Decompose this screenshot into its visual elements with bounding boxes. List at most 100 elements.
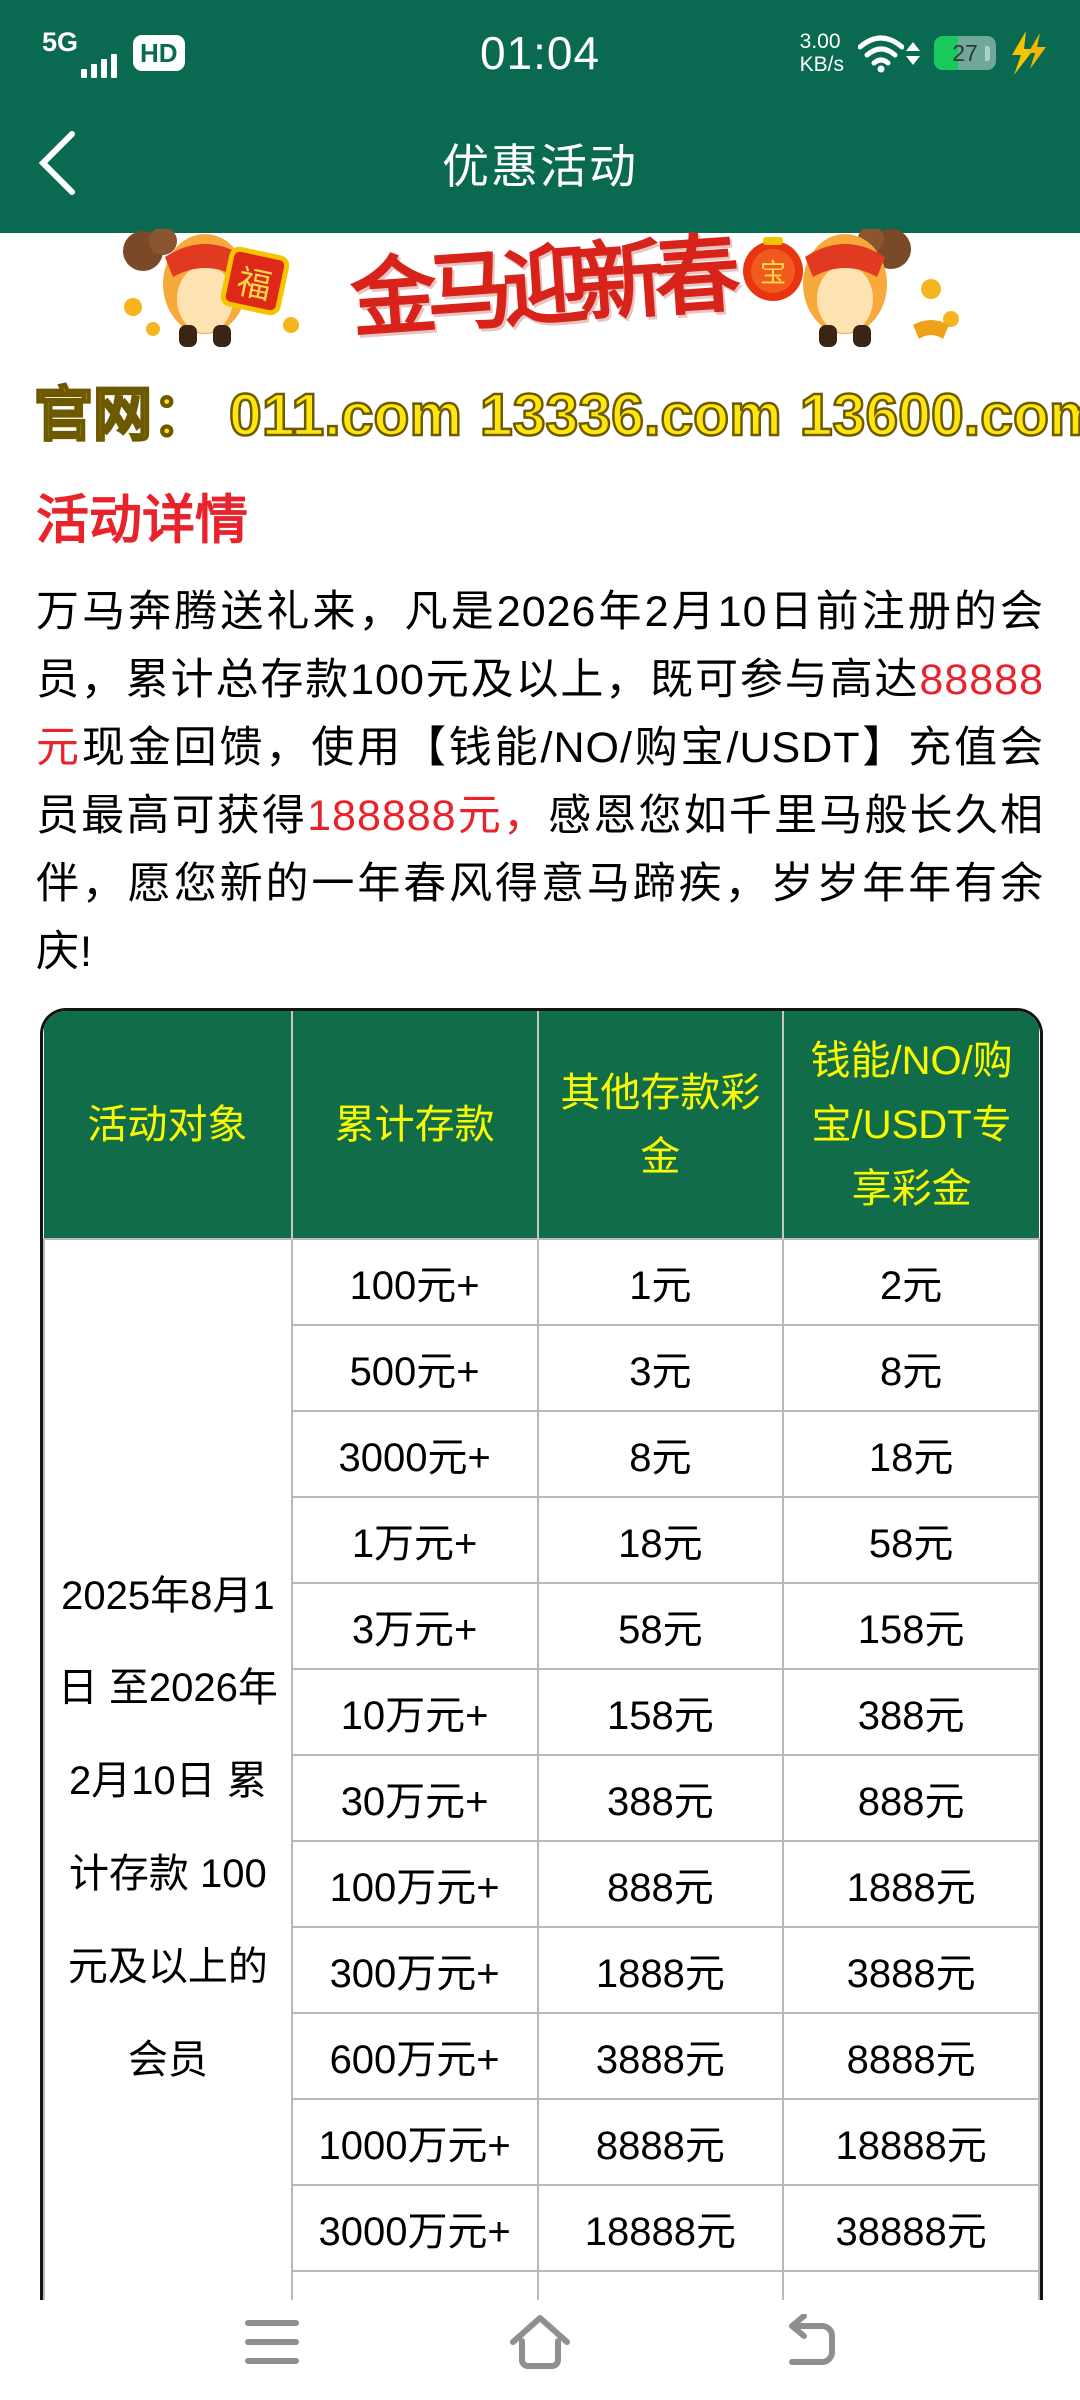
other-bonus-cell: 388元 [536, 1754, 785, 1842]
top-green-zone: 5G HD 01:04 3.00 KB/s [0, 0, 1080, 233]
return-arrow-icon [789, 2314, 835, 2365]
other-bonus-cell: 18888元 [536, 2184, 785, 2272]
deposit-cell: 10万元+ [290, 1668, 539, 1756]
usdt-bonus-cell: 2元 [782, 1238, 1040, 1326]
usdt-bonus-cell: 1888元 [782, 1840, 1040, 1928]
app-header: 优惠活动 [0, 92, 1080, 233]
bao-lantern-text: 宝 [760, 258, 786, 288]
table-row: 500元+ 3元 8元 [44, 1324, 1040, 1412]
status-bar: 5G HD 01:04 3.00 KB/s [0, 0, 1080, 92]
festive-banner: 福 宝 金马迎新春 [0, 226, 1080, 349]
system-nav-bar [0, 2300, 1080, 2400]
horse-illustration-right: 宝 [743, 229, 959, 347]
other-bonus-cell: 3元 [536, 1324, 785, 1412]
other-bonus-cell: 158元 [536, 1668, 785, 1756]
usdt-bonus-cell: 8元 [782, 1324, 1040, 1412]
deposit-cell: 300万元+ [290, 1926, 539, 2014]
table-row: 3000元+ 8元 18元 [44, 1410, 1040, 1498]
recents-button[interactable] [232, 2312, 312, 2372]
back-chevron-icon [38, 130, 75, 195]
usdt-bonus-cell: 888元 [782, 1754, 1040, 1842]
network-indicator: 5G [42, 26, 118, 78]
deposit-cell: 100万元+ [290, 1840, 539, 1928]
site-links-label: 官网： [33, 381, 213, 450]
col-header-audience: 活动对象 [44, 1011, 292, 1239]
other-bonus-cell: 18元 [536, 1496, 785, 1584]
other-bonus-cell: 1888元 [536, 1926, 785, 2014]
usdt-bonus-cell: 38888元 [782, 2184, 1040, 2272]
col-header-deposit: 累计存款 [290, 1011, 538, 1239]
wifi-icon [858, 35, 904, 73]
table-row: 10万元+ 158元 388元 [44, 1668, 1040, 1756]
menu-icon [245, 2320, 299, 2364]
usdt-bonus-cell: 18元 [782, 1410, 1040, 1498]
table-row: 600万元+ 3888元 8888元 [44, 2012, 1040, 2100]
banner-calligraphy-text: 金马迎新春 [347, 226, 734, 349]
battery-nub [985, 45, 990, 61]
deposit-cell: 600万元+ [290, 2012, 539, 2100]
network-type-label: 5G [42, 26, 79, 57]
battery-percent: 27 [952, 39, 978, 66]
other-bonus-cell: 8888元 [536, 2098, 785, 2186]
fu-plaque-text: 福 [234, 263, 275, 307]
usdt-bonus-cell: 158元 [782, 1582, 1040, 1670]
nav-back-button[interactable] [770, 2312, 850, 2372]
deposit-cell: 1万元+ [290, 1496, 539, 1584]
official-site-links: 官网： 011.com 13336.com 13600.com [0, 345, 1080, 452]
deposit-cell: 1000万元+ [290, 2098, 539, 2186]
deposit-cell: 3000元+ [290, 1410, 539, 1498]
usdt-bonus-cell: 18888元 [782, 2098, 1040, 2186]
bonus-table: 活动对象 累计存款 其他存款彩金 钱能/NO/购宝/USDT专享彩金 2025年… [40, 1008, 1043, 2400]
details-text-1: 万马奔腾送礼来，凡是2026年2月10日前注册的会员，累计总存款100元及以上，… [36, 588, 1044, 704]
network-speed: 3.00 KB/s [800, 30, 844, 76]
deposit-cell: 500元+ [290, 1324, 539, 1412]
usdt-bonus-cell: 3888元 [782, 1926, 1040, 2014]
home-button[interactable] [500, 2312, 580, 2372]
table-row: 2025年8月1日 至2026年2月10日 累计存款 100元及以上的会员 10… [43, 1238, 1040, 2400]
speed-unit: KB/s [799, 53, 844, 76]
details-paragraph: 万马奔腾送礼来，凡是2026年2月10日前注册的会员，累计总存款100元及以上，… [36, 578, 1044, 986]
details-text-3: 感恩您如千里马般长久相伴，愿您新的一年春风得意马蹄疾，岁岁年年有余庆! [36, 792, 1044, 976]
other-bonus-cell: 3888元 [536, 2012, 785, 2100]
table-row: 3万元+ 58元 158元 [44, 1582, 1040, 1670]
site-link-domain[interactable]: 13600.com [798, 381, 1080, 450]
status-left-cluster: 5G HD [42, 26, 185, 78]
table-row: 1万元+ 18元 58元 [44, 1496, 1040, 1584]
details-highlight-1: 88888元 [36, 656, 1044, 772]
details-heading: 活动详情 [36, 491, 248, 550]
traffic-arrows-icon [906, 41, 920, 65]
charging-bolt-icon [1012, 31, 1046, 75]
speed-value: 3.00 [799, 29, 841, 53]
table-row: 100万元+ 888元 1888元 [44, 1840, 1040, 1928]
back-button[interactable] [36, 128, 96, 198]
other-bonus-cell: 58元 [536, 1582, 785, 1670]
table-row: 1000万元+ 8888元 18888元 [44, 2098, 1040, 2186]
horse-illustration-left: 福 [123, 229, 299, 347]
usdt-bonus-cell: 8888元 [782, 2012, 1040, 2100]
usdt-bonus-cell: 388元 [782, 1668, 1040, 1756]
deposit-cell: 3万元+ [290, 1582, 539, 1670]
table-header-row: 活动对象 累计存款 其他存款彩金 钱能/NO/购宝/USDT专享彩金 [44, 1011, 1039, 1239]
site-link-domain[interactable]: 13336.com [479, 381, 783, 450]
hd-badge-icon: HD [133, 34, 185, 71]
battery-indicator: 27 [934, 36, 996, 70]
status-right-cluster: 3.00 KB/s 27 [800, 29, 1052, 77]
deposit-cell: 100元+ [290, 1238, 539, 1326]
battery-fill [934, 36, 958, 70]
table-row: 30万元+ 388元 888元 [44, 1754, 1040, 1842]
home-icon [510, 2315, 570, 2369]
site-link-domain[interactable]: 011.com [228, 381, 463, 450]
audience-cell: 2025年8月1日 至2026年2月10日 累计存款 100元及以上的会员 [43, 1238, 293, 2400]
col-header-usdt-bonus: 钱能/NO/购宝/USDT专享彩金 [782, 1011, 1039, 1239]
page-title: 优惠活动 [442, 140, 638, 193]
wifi-indicator [858, 33, 920, 73]
signal-bars-icon [81, 53, 118, 78]
table-row: 300万元+ 1888元 3888元 [44, 1926, 1040, 2014]
other-bonus-cell: 1元 [536, 1238, 785, 1326]
details-highlight-2: 188888元， [307, 792, 549, 840]
usdt-bonus-cell: 58元 [782, 1496, 1040, 1584]
col-header-other-bonus: 其他存款彩金 [536, 1011, 784, 1239]
deposit-cell: 30万元+ [290, 1754, 539, 1842]
other-bonus-cell: 8元 [536, 1410, 785, 1498]
